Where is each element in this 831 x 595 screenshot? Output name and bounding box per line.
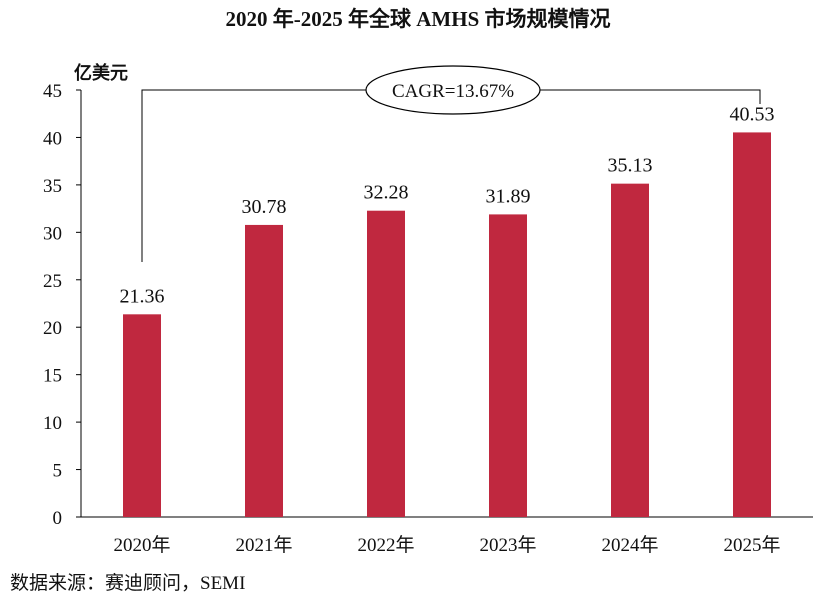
y-tick-label: 40 <box>43 128 62 149</box>
y-tick-label: 0 <box>53 508 63 529</box>
bar-series <box>123 132 771 517</box>
y-axis-unit: 亿美元 <box>74 62 128 83</box>
data-label: 32.28 <box>364 182 409 204</box>
y-tick-label: 25 <box>43 271 62 292</box>
data-label: 35.13 <box>608 155 653 177</box>
cagr-bracket <box>141 89 761 262</box>
bar <box>489 214 527 517</box>
x-tick-label: 2024年 <box>601 534 658 556</box>
bar-chart: 2020 年-2025 年全球 AMHS 市场规模情况 亿美元 0 5 10 15 20… <box>43 7 813 556</box>
data-labels: 21.36 30.78 32.28 31.89 35.13 40.53 <box>120 103 775 307</box>
chart-title: 2020 年-2025 年全球 AMHS 市场规模情况 <box>226 7 611 31</box>
bar <box>245 224 283 517</box>
bar <box>367 210 405 517</box>
data-label: 21.36 <box>120 285 165 307</box>
y-tick-label: 15 <box>43 366 62 387</box>
y-tick-label: 10 <box>43 413 62 434</box>
bar <box>611 183 649 517</box>
x-tick-label: 2025年 <box>723 534 780 556</box>
bar <box>123 314 161 517</box>
data-label: 31.89 <box>486 185 531 207</box>
x-axis-tick-labels: 2020年 2021年 2022年 2023年 2024年 2025年 <box>113 534 780 556</box>
y-tick-label: 20 <box>43 318 62 339</box>
data-label: 30.78 <box>242 196 287 218</box>
y-tick-label: 30 <box>43 223 62 244</box>
x-tick-label: 2021年 <box>235 534 292 556</box>
cagr-ellipse <box>365 65 541 115</box>
data-label: 40.53 <box>730 103 775 125</box>
y-axis-ticks: 0 5 10 15 20 25 30 35 40 45 <box>43 81 81 529</box>
x-tick-label: 2023年 <box>479 534 536 556</box>
cagr-annotation: CAGR=13.67% <box>392 81 514 102</box>
x-tick-label: 2020年 <box>113 534 170 556</box>
y-tick-label: 35 <box>43 176 62 197</box>
source-note: 数据来源：赛迪顾问，SEMI <box>10 573 246 594</box>
y-tick-label: 45 <box>43 81 62 102</box>
bar <box>733 132 771 517</box>
x-tick-label: 2022年 <box>357 534 414 556</box>
y-tick-label: 5 <box>53 461 63 482</box>
